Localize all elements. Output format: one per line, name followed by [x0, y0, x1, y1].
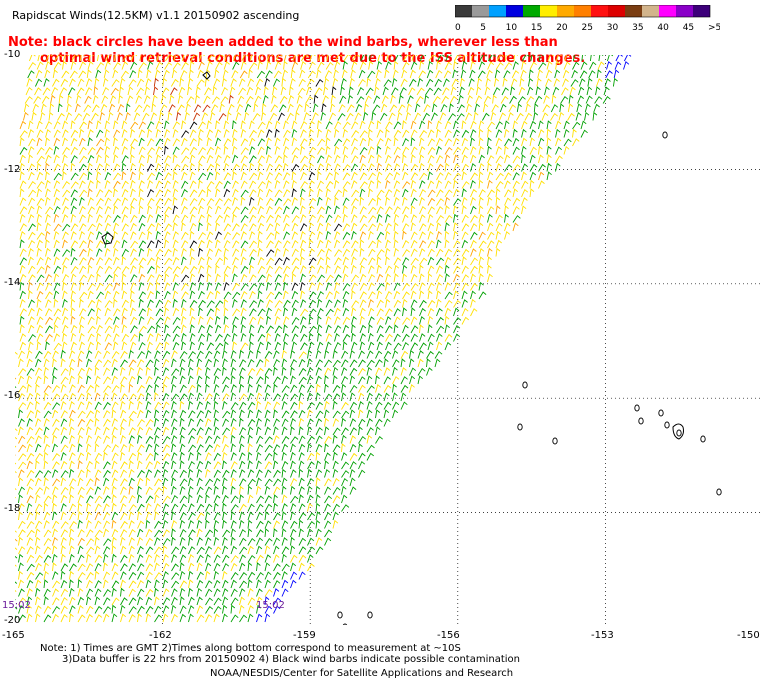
colorbar-swatch: [693, 5, 710, 17]
colorbar-label: 0: [455, 23, 461, 33]
lon-label-165: -165: [2, 630, 25, 641]
footer-note-1: Note: 1) Times are GMT 2)Times along bot…: [40, 643, 461, 654]
time-label-right: 15:02: [256, 600, 285, 611]
lat-label-10: -10: [4, 49, 21, 60]
colorbar-swatch: [540, 5, 557, 17]
lat-label-16: -16: [4, 390, 21, 401]
wind-barbs: [15, 55, 632, 623]
colorbar-label: 30: [607, 23, 619, 33]
colorbar-swatch: [472, 5, 489, 17]
footer-note-2: 3)Data buffer is 22 hrs from 20150902 4)…: [62, 654, 520, 665]
note-line-1: Note: black circles have been added to t…: [8, 35, 558, 50]
colorbar-label: 25: [582, 23, 593, 33]
colorbar-label: 5: [480, 23, 486, 33]
colorbar-swatch: [489, 5, 506, 17]
lon-label-156: -156: [437, 630, 460, 641]
colorbar-label: 35: [632, 23, 643, 33]
lon-label-153: -153: [591, 630, 614, 641]
colorbar-label: >50 knots: [708, 23, 720, 33]
colorbar-label: 15: [531, 23, 542, 33]
colorbar-swatch: [557, 5, 574, 17]
lon-label-150: -150: [737, 630, 760, 641]
map-grid: [15, 55, 760, 625]
lon-label-159: -159: [293, 630, 316, 641]
colorbar-label: 20: [556, 23, 568, 33]
colorbar-label: 40: [657, 23, 669, 33]
lat-label-20: -20: [4, 615, 21, 626]
colorbar-swatch: [506, 5, 523, 17]
footer-credit: NOAA/NESDIS/Center for Satellite Applica…: [210, 668, 514, 679]
colorbar-swatch: [625, 5, 642, 17]
colorbar-swatch: [523, 5, 540, 17]
lat-label-14: -14: [4, 277, 21, 288]
colorbar-label: 45: [683, 23, 694, 33]
colorbar-swatch: [591, 5, 608, 17]
colorbar-swatch: [659, 5, 676, 17]
time-label-left: 15:02: [2, 600, 31, 611]
lon-label-162: -162: [149, 630, 172, 641]
island-outlines: [101, 71, 722, 625]
colorbar-swatch: [574, 5, 591, 17]
lat-label-18: -18: [4, 503, 21, 514]
map-title: Rapidscat Winds(12.5KM) v1.1 20150902 as…: [12, 9, 300, 22]
colorbar-swatch: [676, 5, 693, 17]
lat-label-12: -12: [4, 164, 21, 175]
wind-speed-colorbar: 0 5 10 15 20 25 30 35 40 45 >50 knots: [455, 5, 720, 33]
colorbar-label: 10: [506, 23, 518, 33]
colorbar-swatch: [608, 5, 625, 17]
colorbar-swatch: [642, 5, 659, 17]
colorbar-swatch: [455, 5, 472, 17]
wind-map: [15, 55, 760, 625]
